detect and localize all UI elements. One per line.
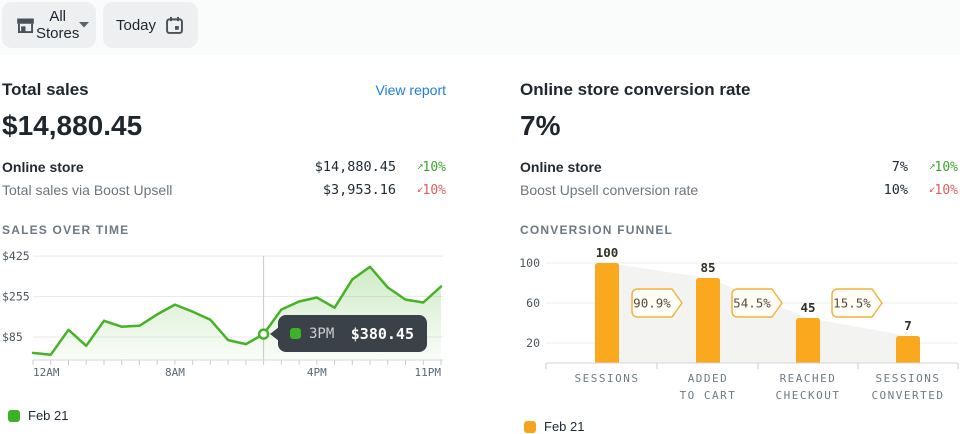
conversion-rate-value: 7% bbox=[520, 110, 561, 141]
chart-tooltip: 3PM $380.45 bbox=[270, 315, 427, 352]
svg-text:8AM: 8AM bbox=[165, 366, 185, 379]
legend-label: Feb 21 bbox=[544, 419, 585, 434]
chevron-down-icon bbox=[79, 22, 90, 28]
conversion-funnel-chart[interactable]: 100 60 20 100 85 45 7 90.9% 54.5% 15.5% SESSIONS AD… bbox=[519, 241, 960, 413]
metric-label: Online store bbox=[520, 158, 602, 175]
tooltip-value: $380.45 bbox=[350, 324, 414, 343]
topbar: All Stores Today bbox=[0, 0, 960, 55]
svg-text:$85: $85 bbox=[2, 330, 23, 344]
metric-rows: Online store $14,880.45 ↗10% Total sales… bbox=[2, 155, 446, 201]
svg-text:$425: $425 bbox=[2, 249, 30, 263]
metric-change: ↙10% bbox=[396, 182, 446, 198]
trend-down-icon: ↙ bbox=[928, 181, 936, 195]
svg-text:CHECKOUT: CHECKOUT bbox=[776, 389, 841, 402]
conversion-funnel-heading: CONVERSION FUNNEL bbox=[520, 223, 674, 237]
metric-row-boost-upsell: Boost Upsell conversion rate 10% ↙10% bbox=[520, 178, 958, 201]
metric-change: ↗10% bbox=[396, 159, 446, 175]
metric-change-value: 10% bbox=[422, 159, 446, 175]
sales-legend: Feb 21 bbox=[8, 408, 446, 423]
date-selector-label: Today bbox=[116, 16, 157, 34]
metric-row-online-store: Online store $14,880.45 ↗10% bbox=[2, 155, 446, 178]
svg-text:REACHED: REACHED bbox=[780, 372, 837, 385]
sales-over-time-chart[interactable]: $425 $255 $85 12AM 8AM 4PM 11PM 3PM $380.45 bbox=[2, 245, 448, 390]
svg-text:11PM: 11PM bbox=[415, 366, 442, 379]
metric-value: $3,953.16 bbox=[322, 181, 396, 198]
svg-text:TO CART: TO CART bbox=[680, 389, 737, 402]
sales-over-time-heading: SALES OVER TIME bbox=[2, 223, 130, 237]
metric-change: ↙10% bbox=[908, 182, 958, 198]
trend-up-icon: ↗ bbox=[416, 158, 424, 172]
panel-title: Total sales bbox=[2, 80, 89, 99]
svg-text:85: 85 bbox=[700, 260, 715, 275]
svg-text:100: 100 bbox=[520, 256, 540, 270]
storefront-icon bbox=[15, 15, 36, 36]
store-selector-button[interactable]: All Stores bbox=[2, 2, 96, 48]
svg-text:SESSIONS: SESSIONS bbox=[876, 372, 941, 385]
metric-change: ↗10% bbox=[908, 159, 958, 175]
date-selector-button[interactable]: Today bbox=[103, 2, 198, 48]
total-sales-panel: Total sales View report $14,880.45 Onlin… bbox=[2, 68, 446, 423]
metric-change-value: 10% bbox=[422, 182, 446, 198]
store-selector-label: All Stores bbox=[36, 8, 80, 42]
svg-text:CONVERTED: CONVERTED bbox=[871, 389, 944, 402]
svg-text:ADDED: ADDED bbox=[688, 372, 729, 385]
tooltip-time: 3PM bbox=[309, 325, 335, 342]
funnel-chart-canvas: 100 60 20 100 85 45 7 90.9% 54.5% 15.5% SESSIONS AD… bbox=[519, 241, 960, 418]
funnel-legend: Feb 21 bbox=[524, 419, 958, 434]
svg-text:20: 20 bbox=[526, 336, 540, 350]
metric-value: $14,880.45 bbox=[314, 158, 396, 175]
panel-header: Total sales View report bbox=[2, 80, 446, 100]
panel-header: Online store conversion rate bbox=[520, 80, 958, 100]
total-sales-value: $14,880.45 bbox=[2, 110, 143, 141]
trend-up-icon: ↗ bbox=[928, 158, 936, 172]
metric-change-value: 10% bbox=[934, 159, 958, 175]
series-swatch bbox=[290, 328, 301, 339]
svg-text:100: 100 bbox=[596, 245, 619, 260]
metric-label: Online store bbox=[2, 158, 84, 175]
metric-change-value: 10% bbox=[934, 182, 958, 198]
calendar-icon bbox=[164, 15, 185, 36]
svg-text:60: 60 bbox=[526, 296, 540, 310]
svg-text:4PM: 4PM bbox=[307, 366, 327, 379]
legend-label: Feb 21 bbox=[28, 408, 69, 423]
metric-value: 7% bbox=[891, 158, 908, 175]
metric-row-boost-upsell: Total sales via Boost Upsell $3,953.16 ↙… bbox=[2, 178, 446, 201]
metric-value: 10% bbox=[883, 181, 908, 198]
trend-down-icon: ↙ bbox=[416, 181, 424, 195]
metric-label: Boost Upsell conversion rate bbox=[520, 181, 699, 198]
view-report-link[interactable]: View report bbox=[375, 82, 446, 98]
svg-text:15.5%: 15.5% bbox=[833, 296, 871, 311]
legend-swatch-green bbox=[8, 409, 20, 422]
conversion-rate-panel: Online store conversion rate 7% Online s… bbox=[519, 68, 960, 434]
svg-text:SESSIONS: SESSIONS bbox=[575, 372, 640, 385]
svg-text:12AM: 12AM bbox=[33, 366, 60, 379]
svg-text:$255: $255 bbox=[2, 290, 30, 304]
svg-text:7: 7 bbox=[904, 318, 912, 333]
legend-swatch-orange bbox=[524, 420, 536, 433]
panel-title: Online store conversion rate bbox=[520, 80, 751, 99]
metric-rows: Online store 7% ↗10% Boost Upsell conver… bbox=[520, 155, 958, 201]
svg-text:54.5%: 54.5% bbox=[733, 296, 771, 311]
metric-row-online-store: Online store 7% ↗10% bbox=[520, 155, 958, 178]
metric-label: Total sales via Boost Upsell bbox=[2, 181, 173, 198]
svg-text:45: 45 bbox=[800, 300, 815, 315]
svg-text:90.9%: 90.9% bbox=[633, 296, 671, 311]
